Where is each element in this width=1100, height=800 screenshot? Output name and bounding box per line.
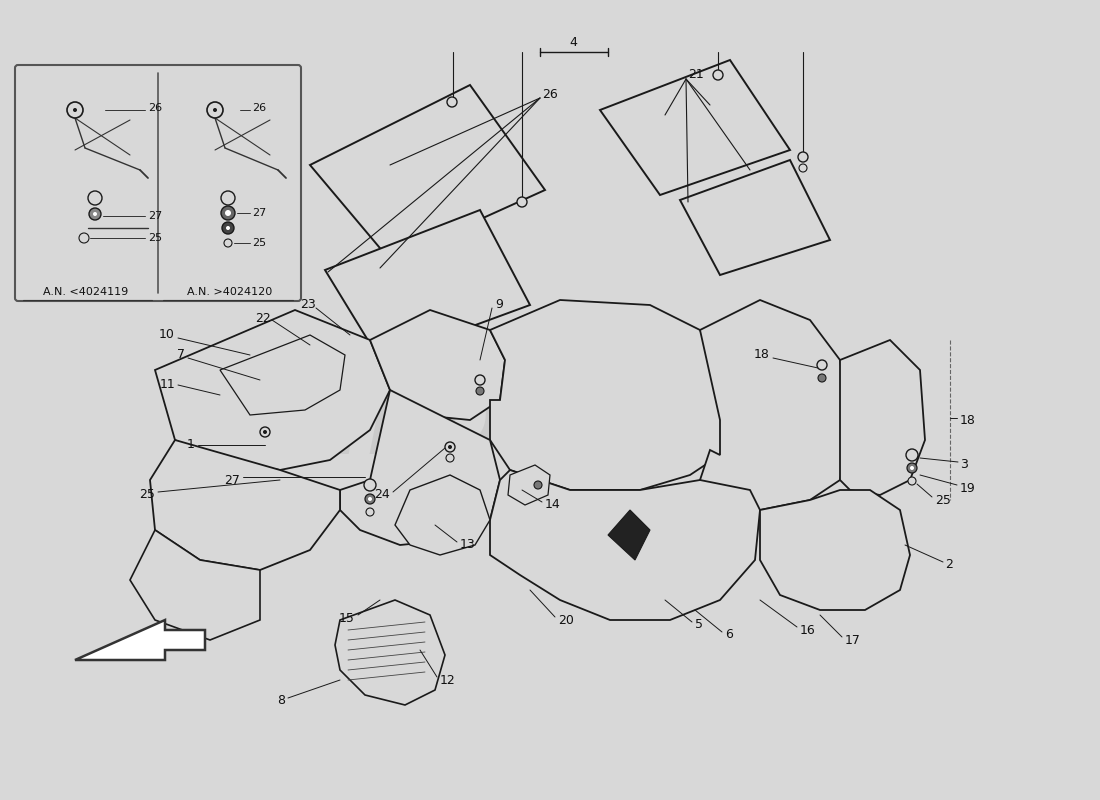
Text: 13: 13 [460,538,475,551]
Text: 5: 5 [695,618,703,631]
Circle shape [713,70,723,80]
Circle shape [368,497,372,501]
Text: 6: 6 [725,629,733,642]
Text: 15: 15 [339,611,355,625]
Polygon shape [760,490,910,610]
Text: 27: 27 [252,208,266,218]
Polygon shape [130,530,260,640]
Circle shape [818,374,826,382]
Circle shape [364,479,376,491]
Text: 8: 8 [277,694,285,706]
Polygon shape [700,300,850,510]
Circle shape [447,97,456,107]
Polygon shape [840,340,925,495]
Text: 21: 21 [688,69,704,82]
Circle shape [263,430,267,434]
Circle shape [908,477,916,485]
Text: 11: 11 [160,378,175,391]
Circle shape [906,449,918,461]
Text: 26: 26 [542,89,558,102]
Circle shape [446,454,454,462]
Polygon shape [220,335,345,415]
Circle shape [446,442,455,452]
Circle shape [222,222,234,234]
Circle shape [366,508,374,516]
Circle shape [79,233,89,243]
Text: 25: 25 [252,238,266,248]
Text: 25: 25 [148,233,162,243]
Circle shape [365,494,375,504]
Polygon shape [75,620,205,660]
Circle shape [226,226,230,230]
Polygon shape [155,310,390,470]
Text: eurospare: eurospare [192,359,907,481]
Circle shape [798,152,808,162]
Text: 20: 20 [558,614,574,626]
Text: 14: 14 [544,498,561,511]
Polygon shape [508,465,550,505]
Polygon shape [310,85,544,260]
Text: 4: 4 [569,35,576,49]
Text: 9: 9 [495,298,503,311]
Circle shape [94,212,97,216]
Text: 27: 27 [148,211,163,221]
Text: 10: 10 [160,329,175,342]
Polygon shape [395,475,490,555]
Text: 16: 16 [800,623,816,637]
Polygon shape [370,310,505,420]
Circle shape [910,466,914,470]
Circle shape [476,387,484,395]
Text: 25: 25 [139,489,155,502]
Text: 22: 22 [255,311,271,325]
Text: 3: 3 [960,458,968,471]
Circle shape [226,210,231,216]
Circle shape [213,108,217,112]
Text: A.N. <4024119: A.N. <4024119 [43,287,129,297]
Text: 17: 17 [845,634,861,646]
Text: 1: 1 [187,438,195,451]
Text: 18: 18 [755,349,770,362]
Circle shape [817,360,827,370]
Text: 26: 26 [252,103,266,113]
Circle shape [207,102,223,118]
Text: 18: 18 [960,414,976,426]
Circle shape [67,102,82,118]
Circle shape [221,191,235,205]
Polygon shape [490,470,760,620]
Circle shape [89,208,101,220]
Text: 25: 25 [935,494,950,506]
Text: 19: 19 [960,482,976,494]
Text: 27: 27 [224,474,240,486]
Circle shape [221,206,235,220]
Text: 7: 7 [177,349,185,362]
Polygon shape [608,510,650,560]
FancyBboxPatch shape [15,65,301,301]
Circle shape [534,481,542,489]
Text: 2: 2 [945,558,953,571]
Text: 12: 12 [440,674,455,686]
Text: 23: 23 [300,298,316,311]
Circle shape [475,375,485,385]
Polygon shape [340,390,500,545]
Circle shape [908,463,917,473]
Text: 26: 26 [148,103,162,113]
Circle shape [448,445,452,449]
Polygon shape [336,600,446,705]
Text: A.N. >4024120: A.N. >4024120 [187,287,273,297]
Circle shape [73,108,77,112]
Circle shape [224,239,232,247]
Text: 24: 24 [374,489,390,502]
Polygon shape [150,440,340,570]
Polygon shape [490,300,730,490]
Polygon shape [324,210,530,360]
Circle shape [260,427,270,437]
Circle shape [88,191,102,205]
Polygon shape [680,160,830,275]
Circle shape [517,197,527,207]
Circle shape [799,164,807,172]
Polygon shape [600,60,790,195]
